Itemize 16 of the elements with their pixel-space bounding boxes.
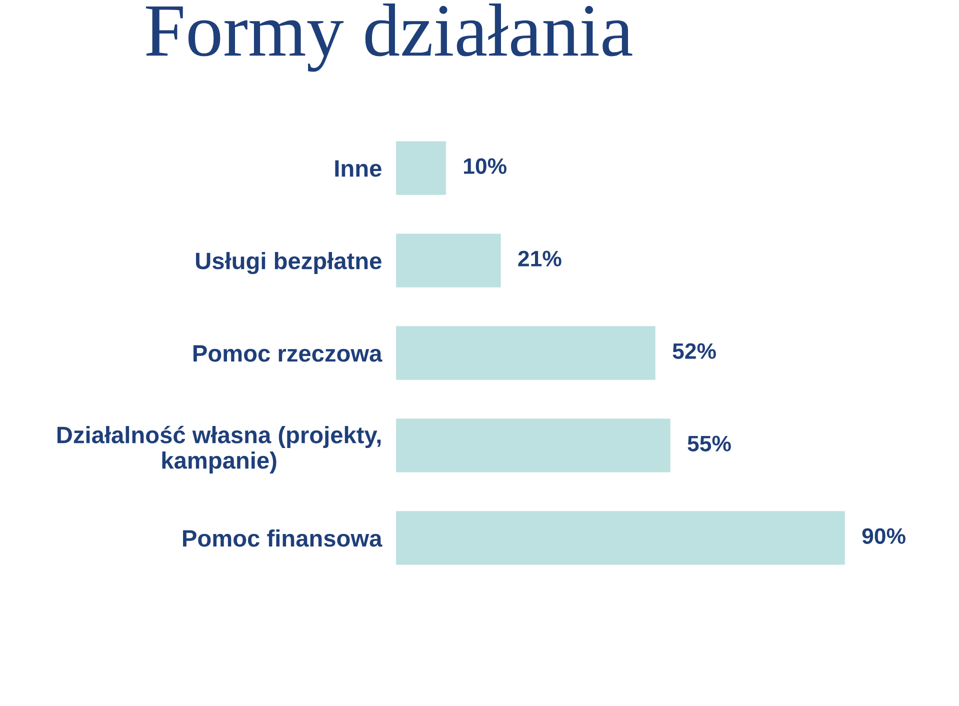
- data-label: 10%: [464, 158, 506, 174]
- y-tick-label: Pomoc finansowa: [183, 529, 382, 547]
- y-tick-label: Działalność własna (projekty, kampanie): [57, 426, 381, 474]
- bar: [396, 326, 656, 380]
- data-label: 52%: [672, 343, 716, 359]
- y-tick-label: Inne: [335, 160, 382, 177]
- data-label: 21%: [518, 250, 562, 266]
- data-label: 55%: [688, 436, 731, 452]
- bar: [396, 511, 845, 565]
- y-tick-label: Usługi bezpłatne: [196, 252, 382, 274]
- bar: [396, 141, 446, 195]
- y-tick-label: Pomoc rzeczowa: [194, 345, 382, 362]
- data-label: 90%: [862, 528, 906, 544]
- bar: [396, 418, 670, 472]
- bar: [396, 234, 501, 288]
- chart-title: Formy działania: [146, 4, 632, 72]
